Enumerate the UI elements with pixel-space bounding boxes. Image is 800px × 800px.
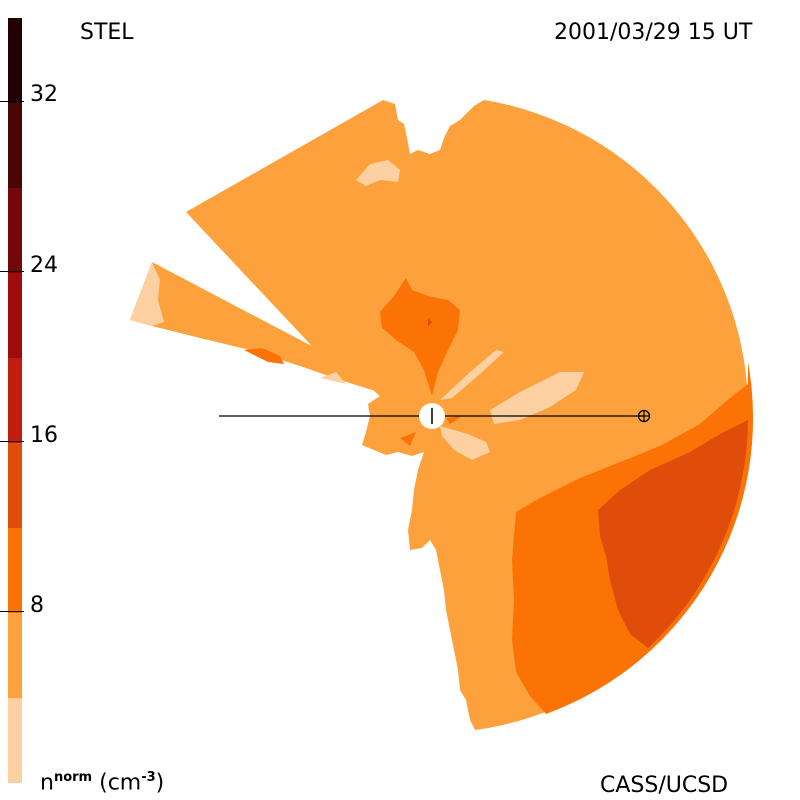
density-region-center-orange [380,278,460,396]
colorbar-level-9 [8,18,22,103]
colorbar-tick-label-32: 32 [30,82,58,107]
colorbar-level-3 [8,528,22,613]
density-region-wedge-light [130,262,164,326]
colorbar-label-sup: norm [53,770,93,785]
station-label: STEL [80,20,134,45]
colorbar-tick-24 [0,271,24,272]
density-region-small-orange-b [446,416,462,424]
density-region-top-light [356,160,400,186]
density-region-center-dark [428,318,432,326]
timestamp-label: 2001/03/29 15 UT [554,20,753,45]
density-colorbar [8,18,22,783]
density-region-wedge-orange [244,348,284,364]
density-region-small-orange-a [400,432,416,446]
credit-label: CASS/UCSD [600,773,729,798]
colorbar-label-unit: (cm [99,770,142,796]
density-region-ray-e [490,372,584,424]
colorbar-tick-label-24: 24 [30,253,58,278]
density-region-peak [598,420,748,648]
colorbar-level-5 [8,358,22,443]
density-region-ray-se [440,426,490,460]
density-region-ray-ne [440,350,504,400]
colorbar-level-1 [8,698,22,783]
colorbar-tick-label-16: 16 [30,423,58,448]
colorbar-tick-32 [0,101,24,102]
colorbar-units-label: nnorm (cm-3) [40,770,164,795]
density-region-wedge [130,262,390,396]
colorbar-level-8 [8,103,22,188]
colorbar-tick-8 [0,611,24,612]
colorbar-label-unit-sup: -3 [141,770,156,785]
colorbar-label-main: n [40,770,54,796]
colorbar-level-2 [8,613,22,698]
density-region-small-light-a [320,372,346,384]
colorbar-level-4 [8,443,22,528]
colorbar-level-7 [8,188,22,273]
colorbar-level-6 [8,273,22,358]
colorbar-tick-16 [0,441,24,442]
colorbar-label-unit-end: ) [155,770,165,796]
colorbar-tick-label-8: 8 [30,593,44,618]
